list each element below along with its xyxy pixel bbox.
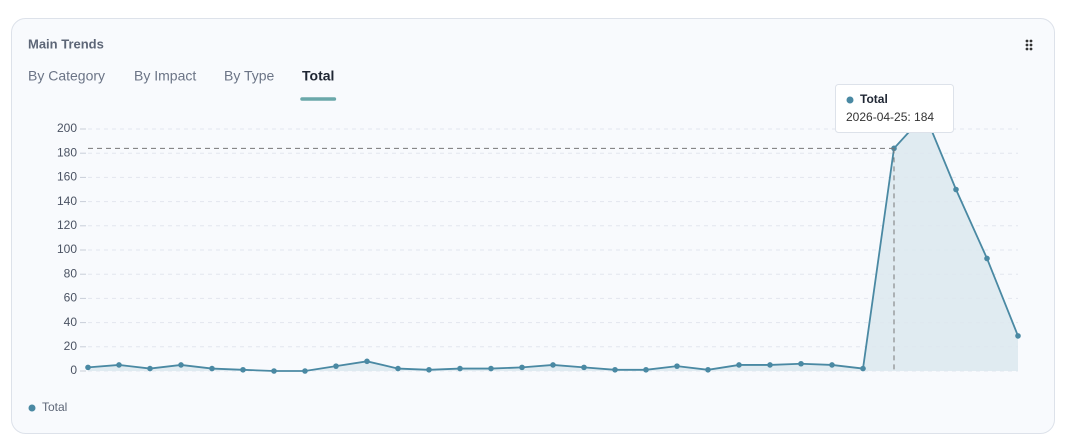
y-tick-label: 0 [70,363,77,377]
point[interactable] [612,366,618,373]
tooltip-series: Total [860,92,888,106]
y-tick-label: 60 [64,291,78,305]
y-tick-label: 80 [64,266,78,280]
y-tick-label: 100 [57,242,77,256]
y-tick-label: 120 [57,218,77,232]
point[interactable] [984,255,990,262]
point[interactable] [953,186,959,193]
y-tick-label: 40 [64,315,78,329]
point[interactable] [550,362,556,368]
point[interactable] [705,366,711,373]
point[interactable] [271,368,277,374]
point[interactable] [767,362,773,368]
y-tick-label: 200 [57,121,77,135]
tab[interactable]: By Impact [134,68,196,84]
point[interactable] [643,366,649,373]
tooltip-text: 2026-04-25: 184 [846,110,934,124]
point[interactable] [674,363,680,369]
point[interactable] [829,362,835,368]
point[interactable] [209,365,215,372]
point[interactable] [488,365,494,372]
point[interactable] [519,364,525,371]
tooltip-box [835,84,954,133]
tab[interactable]: By Category [28,68,105,84]
point[interactable] [116,362,122,368]
point[interactable] [85,364,91,371]
tooltip: Total 2026-04-25: 184 [835,84,954,133]
y-tick-label: 140 [57,194,77,208]
point[interactable] [333,363,339,369]
card [11,18,1055,434]
drag-handle[interactable] [1025,39,1033,51]
tooltip-marker [846,96,854,104]
point[interactable] [302,368,308,374]
y-tick-label: 160 [57,170,77,184]
legend-label[interactable]: Total [42,400,67,414]
point[interactable] [1015,333,1021,339]
tab[interactable]: By Type [224,68,275,84]
legend-marker [28,404,36,412]
point[interactable] [240,366,246,373]
point[interactable] [426,366,432,373]
point[interactable] [364,358,370,365]
point[interactable] [147,365,153,372]
point[interactable] [798,360,804,367]
point[interactable] [457,365,463,372]
point[interactable] [395,365,401,372]
tab[interactable]: Total [302,68,334,84]
point[interactable] [178,362,184,368]
y-tick-label: 180 [57,145,77,159]
widget-title: Main Trends [28,36,104,51]
point[interactable] [581,364,587,371]
y-tick-label: 20 [64,339,78,353]
area [88,114,1018,371]
point[interactable] [736,362,742,368]
point[interactable] [860,365,866,372]
